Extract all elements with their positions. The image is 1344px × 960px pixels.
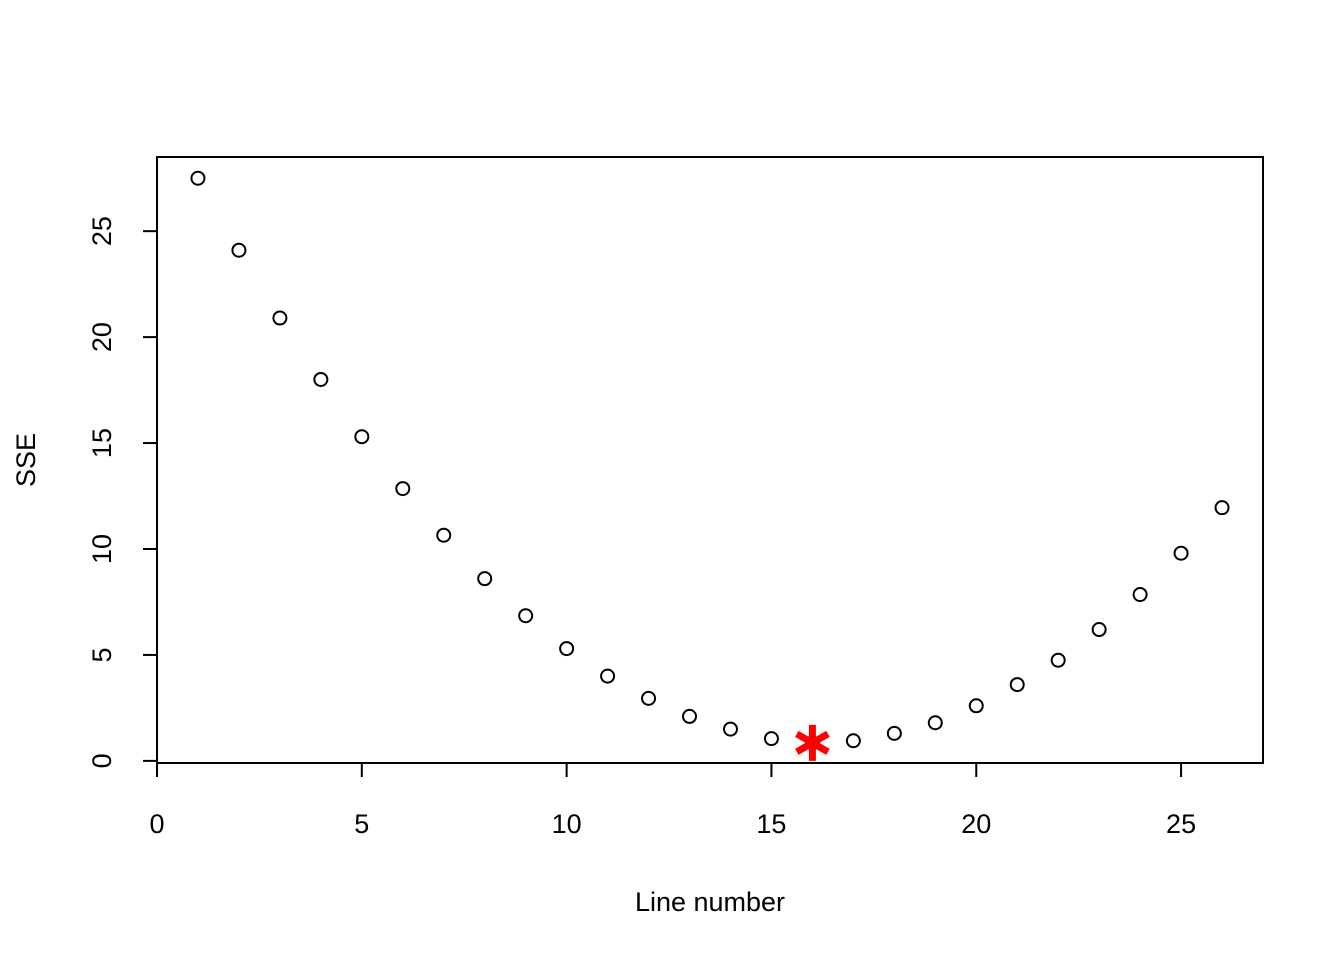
x-tick-label: 25 xyxy=(1166,809,1196,839)
y-tick-label: 20 xyxy=(87,322,117,352)
data-point xyxy=(518,608,534,624)
data-point xyxy=(1091,622,1107,638)
x-tick-label: 5 xyxy=(354,809,369,839)
data-point xyxy=(845,733,861,749)
data-point xyxy=(722,721,738,737)
data-point xyxy=(682,708,698,724)
data-point xyxy=(395,481,411,497)
x-axis: 0 5 10 15 20 25 xyxy=(149,762,1196,839)
data-point xyxy=(477,571,493,587)
data-point xyxy=(763,731,779,747)
data-point xyxy=(190,170,206,186)
data-point xyxy=(968,698,984,714)
data-point xyxy=(641,690,657,706)
data-point xyxy=(559,641,575,657)
y-axis: 0 5 10 15 20 25 xyxy=(87,216,158,768)
data-point xyxy=(927,715,943,731)
y-tick-label: 10 xyxy=(87,534,117,564)
data-point xyxy=(886,725,902,741)
data-points xyxy=(190,170,1230,751)
y-tick-label: 15 xyxy=(87,428,117,458)
minimum-marker xyxy=(795,724,830,761)
data-point xyxy=(354,429,370,445)
x-tick-label: 15 xyxy=(756,809,786,839)
data-point xyxy=(1173,545,1189,561)
data-point xyxy=(1132,587,1148,603)
y-tick-label: 25 xyxy=(87,216,117,246)
data-point xyxy=(272,310,288,326)
data-point xyxy=(1050,652,1066,668)
y-tick-label: 0 xyxy=(87,753,117,768)
data-point xyxy=(313,371,329,387)
x-tick-label: 20 xyxy=(961,809,991,839)
data-point xyxy=(436,527,452,543)
y-axis-title: SSE xyxy=(11,433,41,487)
x-axis-title: Line number xyxy=(635,887,785,917)
x-tick-label: 10 xyxy=(552,809,582,839)
data-point xyxy=(231,242,247,258)
y-tick-label: 5 xyxy=(87,647,117,662)
data-point xyxy=(1009,677,1025,693)
data-point xyxy=(1214,500,1230,516)
asterisk-stroke xyxy=(795,730,830,755)
plot-box xyxy=(156,156,1264,764)
x-tick-label: 0 xyxy=(149,809,164,839)
data-point xyxy=(600,668,616,684)
